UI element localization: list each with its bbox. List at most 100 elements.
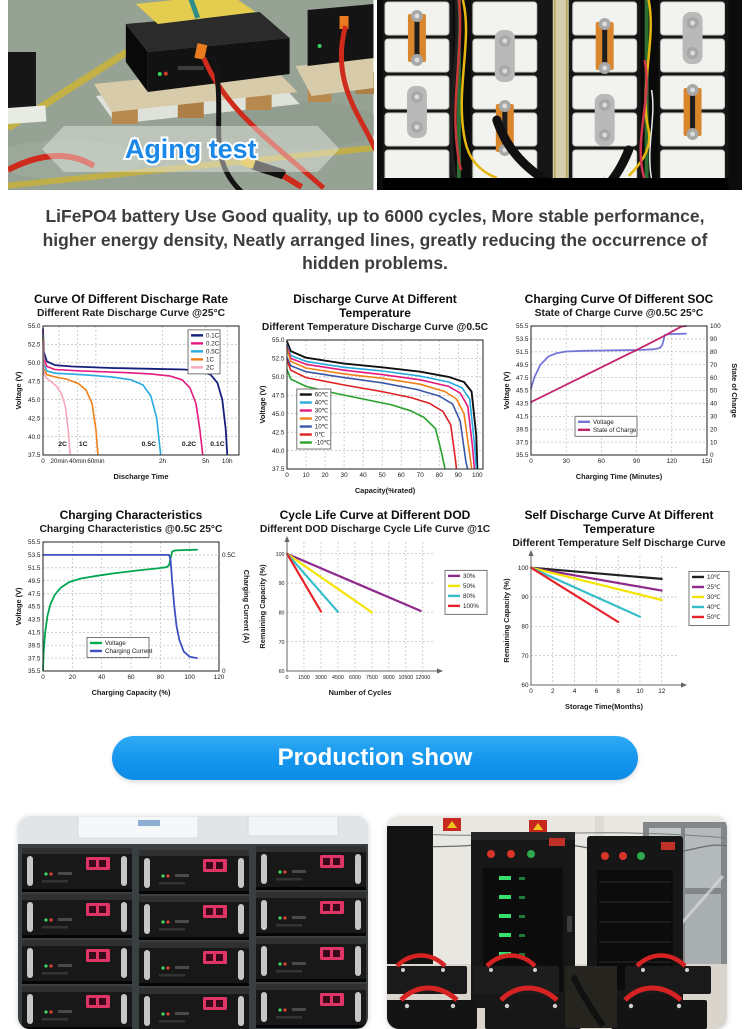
chart-subtitle: Different Temperature Self Discharge Cur… [512, 537, 726, 549]
svg-text:2C: 2C [206, 364, 214, 371]
svg-text:80: 80 [521, 623, 529, 630]
svg-text:Charging Current (A): Charging Current (A) [242, 569, 250, 643]
battery-box-partial [8, 52, 47, 125]
chart-title: Self Discharge Curve At Different Temper… [524, 507, 714, 536]
svg-text:1C: 1C [206, 356, 214, 363]
svg-text:2h: 2h [159, 458, 167, 465]
svg-text:30℃: 30℃ [707, 594, 721, 601]
svg-text:90: 90 [455, 472, 463, 479]
svg-text:10: 10 [710, 439, 718, 446]
svg-text:35.5: 35.5 [28, 668, 41, 675]
svg-text:20min: 20min [50, 458, 68, 465]
battery-cells-photo [376, 0, 742, 190]
svg-text:47.5: 47.5 [516, 374, 529, 381]
chart-soc-charging: Charging Curve Of Different SOC State of… [500, 291, 738, 496]
chart-title: Curve Of Different Discharge Rate [33, 291, 229, 306]
svg-text:60: 60 [127, 674, 135, 681]
svg-text:50.0: 50.0 [272, 374, 285, 381]
svg-text:35.5: 35.5 [516, 452, 529, 459]
aging-test-photo: Aging test [8, 0, 374, 190]
chart-self-discharge: Self Discharge Curve At Different Temper… [500, 507, 738, 712]
svg-text:40.0: 40.0 [28, 433, 41, 440]
svg-text:51.5: 51.5 [516, 349, 529, 356]
production-photos [0, 815, 750, 1029]
svg-text:40: 40 [710, 400, 718, 407]
svg-text:10℃: 10℃ [707, 574, 721, 581]
chart-title: Discharge Curve At Different Temperature [293, 291, 457, 320]
svg-text:10℃: 10℃ [315, 423, 329, 430]
svg-text:0.5C: 0.5C [206, 348, 220, 355]
svg-text:Charging Capacity (%): Charging Capacity (%) [92, 688, 171, 697]
svg-text:0: 0 [710, 452, 714, 459]
svg-text:55.0: 55.0 [272, 337, 285, 344]
svg-text:45.5: 45.5 [516, 387, 529, 394]
svg-text:30: 30 [710, 413, 718, 420]
svg-text:0: 0 [41, 674, 45, 681]
svg-text:90: 90 [279, 581, 285, 587]
svg-text:47.5: 47.5 [28, 590, 41, 597]
svg-text:0℃: 0℃ [315, 431, 325, 438]
svg-text:100%: 100% [463, 603, 479, 610]
svg-text:60℃: 60℃ [315, 391, 329, 398]
svg-text:43.5: 43.5 [516, 400, 529, 407]
svg-text:20: 20 [710, 426, 718, 433]
svg-text:-10℃: -10℃ [315, 439, 331, 446]
svg-text:50.0: 50.0 [28, 360, 41, 367]
svg-text:Remaining Capacity (%): Remaining Capacity (%) [502, 577, 511, 662]
battery-packs-foreground [387, 952, 711, 1029]
chart-self-discharge-plot: 0 2 4 6 8 10 12 100 90 80 70 60 Storage Time(Months)… [502, 549, 730, 711]
svg-text:100: 100 [518, 564, 529, 571]
svg-text:150: 150 [702, 458, 713, 465]
svg-text:Charging Current: Charging Current [105, 648, 153, 655]
aging-test-photo-art: Aging test [8, 0, 374, 190]
svg-text:60: 60 [598, 458, 606, 465]
stacked-battery-modules-photo [18, 815, 368, 1029]
chart-subtitle: Different Rate Discharge Curve @25°C [36, 307, 226, 319]
svg-text:70: 70 [279, 639, 285, 645]
chart-discharge-rate-plot: 0 20min 40min 60min 2h 5h 10h 55.0 52.5 50.0 47.5 4… [14, 323, 240, 481]
chart-discharge-rate: Curve Of Different Discharge Rate Differ… [12, 291, 250, 496]
svg-text:49.5: 49.5 [516, 361, 529, 368]
svg-text:100: 100 [184, 674, 195, 681]
svg-text:6000: 6000 [349, 675, 361, 681]
svg-text:8: 8 [616, 688, 620, 695]
svg-text:42.5: 42.5 [28, 415, 41, 422]
svg-text:10: 10 [302, 472, 310, 479]
svg-text:60min: 60min [87, 458, 105, 465]
svg-text:4: 4 [573, 688, 577, 695]
svg-text:30: 30 [563, 458, 571, 465]
chart-temperature-discharge-plot: 0 10 20 30 40 50 60 70 80 90 100 55.0 52.5 50.0 47.5 45… [258, 337, 484, 495]
svg-text:70: 70 [417, 472, 425, 479]
svg-text:47.5: 47.5 [272, 392, 285, 399]
battery-on-pallet-right [295, 4, 374, 102]
svg-text:1C: 1C [79, 441, 88, 448]
production-show-banner: Production show [112, 735, 638, 780]
svg-text:12: 12 [658, 688, 666, 695]
svg-text:Storage Time(Months): Storage Time(Months) [565, 702, 643, 711]
svg-text:0.5C: 0.5C [222, 552, 236, 559]
svg-text:0: 0 [529, 458, 533, 465]
svg-text:10500: 10500 [398, 675, 413, 681]
svg-text:0.1C: 0.1C [210, 441, 224, 448]
svg-text:53.5: 53.5 [516, 336, 529, 343]
svg-text:40min: 40min [69, 458, 87, 465]
svg-text:90: 90 [521, 594, 529, 601]
svg-text:0.2C: 0.2C [206, 340, 220, 347]
svg-text:7500: 7500 [366, 675, 378, 681]
svg-text:42.5: 42.5 [272, 429, 285, 436]
svg-text:55.5: 55.5 [28, 539, 41, 546]
svg-text:60: 60 [521, 682, 529, 689]
chart-soc-charging-plot: 0 30 60 90 120 150 55.5 53.5 51.5 49.5 47.5 45.5 43.… [502, 323, 738, 481]
svg-text:80: 80 [710, 349, 718, 356]
svg-text:State of Charge: State of Charge [730, 363, 738, 418]
svg-text:39.5: 39.5 [516, 426, 529, 433]
chart-subtitle: Different Temperature Discharge Curve @0… [261, 321, 489, 333]
svg-text:30℃: 30℃ [315, 407, 329, 414]
svg-text:Voltage (V): Voltage (V) [258, 384, 267, 423]
svg-text:4500: 4500 [332, 675, 344, 681]
svg-text:60: 60 [279, 669, 285, 675]
svg-text:41.5: 41.5 [28, 629, 41, 636]
svg-text:Number of Cycles: Number of Cycles [329, 688, 392, 697]
svg-text:Voltage: Voltage [105, 640, 126, 647]
test-cabinets-art [387, 815, 727, 1029]
